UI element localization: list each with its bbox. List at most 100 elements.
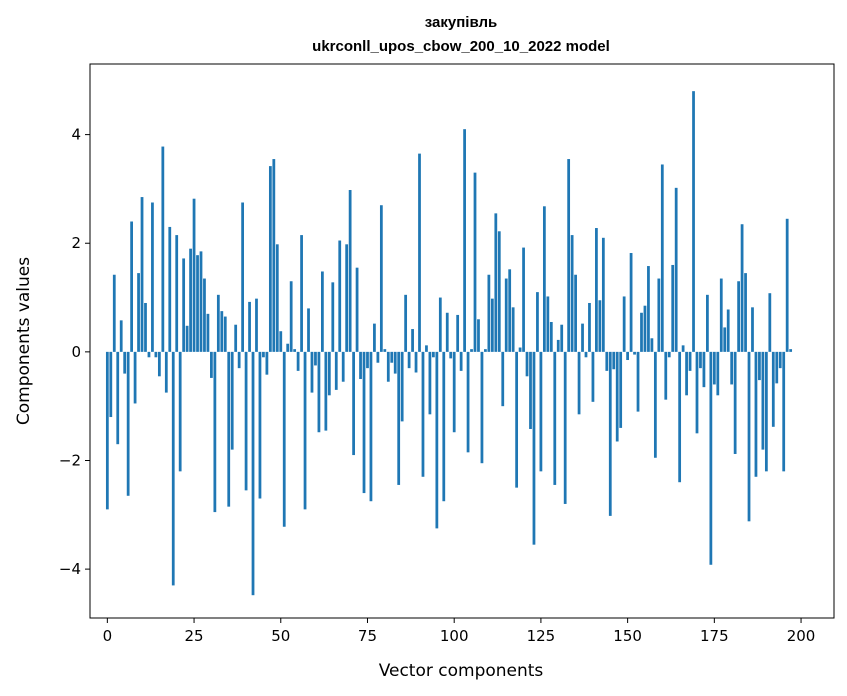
bar-11: [144, 302, 147, 352]
bar-118: [515, 351, 519, 488]
bar-178: [723, 327, 727, 352]
bar-14: [154, 351, 158, 358]
bar-93: [428, 351, 432, 415]
bar-57: [303, 351, 307, 510]
bar-15: [157, 351, 161, 377]
y-axis-ticks: −4 −2 0 2 4: [59, 126, 90, 578]
bar-150: [626, 351, 629, 361]
chart-subtitle: ukrconll_upos_cbow_200_10_2022 model: [312, 38, 610, 55]
bar-38: [237, 351, 241, 369]
x-tick-label: 0: [103, 627, 113, 645]
x-tick-label: 100: [440, 627, 469, 645]
bar-165: [678, 351, 682, 483]
x-tick-label: 200: [787, 627, 816, 645]
bar-171: [699, 351, 702, 369]
y-tick-label: −4: [59, 560, 81, 578]
bar-48: [272, 159, 276, 352]
bar-169: [692, 91, 695, 352]
bar-88: [411, 329, 414, 352]
bar-33: [220, 311, 224, 352]
bar-79: [379, 205, 383, 352]
bar-92: [425, 345, 428, 352]
bar-54: [293, 349, 297, 352]
x-tick-label: 125: [527, 627, 556, 645]
bar-179: [726, 309, 730, 352]
bar-0: [105, 351, 109, 510]
bar-23: [185, 325, 189, 352]
bar-173: [706, 294, 709, 352]
bar-177: [719, 278, 723, 352]
bar-190: [764, 351, 768, 472]
x-tick-label: 75: [358, 627, 377, 645]
bar-122: [529, 351, 532, 429]
bar-192: [771, 351, 775, 427]
bar-148: [619, 351, 623, 428]
bar-45: [262, 351, 265, 358]
bar-182: [737, 281, 740, 352]
bar-46: [265, 351, 269, 375]
bar-96: [438, 297, 442, 352]
bar-181: [733, 351, 737, 454]
bar-78: [376, 351, 380, 363]
bar-123: [532, 351, 536, 545]
bar-5: [123, 351, 127, 374]
bar-121: [525, 351, 529, 377]
bar-31: [213, 351, 217, 513]
bar-101: [456, 314, 460, 352]
bar-191: [768, 293, 772, 352]
bar-67: [338, 240, 342, 352]
bar-110: [487, 274, 491, 352]
bar-113: [497, 231, 501, 352]
bar-17: [164, 351, 168, 393]
bar-1: [109, 351, 113, 418]
bar-74: [362, 351, 366, 494]
x-tick-label: 25: [185, 627, 204, 645]
bar-8: [133, 351, 137, 404]
bar-109: [484, 349, 487, 352]
bar-147: [615, 351, 619, 442]
bar-145: [608, 351, 612, 516]
bar-137: [581, 323, 584, 352]
x-tick-label: 175: [700, 627, 729, 645]
bar-72: [355, 267, 359, 352]
x-tick-label: 150: [613, 627, 642, 645]
bar-89: [414, 351, 418, 373]
bar-62: [321, 271, 324, 352]
bar-7: [130, 221, 133, 352]
bar-51: [282, 351, 286, 527]
bar-60: [314, 351, 317, 366]
bar-9: [137, 273, 140, 352]
bar-168: [688, 351, 692, 371]
bar-2: [112, 274, 116, 352]
bar-41: [248, 301, 251, 352]
bar-196: [785, 218, 789, 352]
bar-42: [251, 351, 255, 596]
bar-85: [400, 351, 404, 422]
bar-73: [359, 351, 362, 380]
bar-94: [432, 351, 435, 358]
bar-138: [584, 351, 588, 358]
bar-155: [643, 305, 647, 352]
bar-154: [640, 312, 643, 352]
bar-161: [664, 351, 668, 400]
bar-81: [386, 351, 390, 382]
bar-59: [310, 351, 314, 393]
bar-194: [778, 351, 782, 369]
bar-3: [116, 351, 120, 445]
bar-63: [324, 351, 328, 431]
bar-24: [189, 248, 192, 352]
bar-176: [716, 351, 720, 396]
bar-21: [178, 351, 182, 472]
bar-139: [588, 302, 591, 352]
bar-162: [667, 351, 671, 358]
bar-86: [404, 294, 408, 352]
bar-151: [629, 253, 633, 352]
bar-167: [685, 351, 688, 396]
bar-19: [171, 351, 175, 586]
bar-103: [463, 129, 466, 352]
bar-25: [192, 198, 196, 352]
bar-136: [577, 351, 581, 415]
bar-142: [598, 300, 602, 352]
bar-114: [501, 351, 505, 407]
